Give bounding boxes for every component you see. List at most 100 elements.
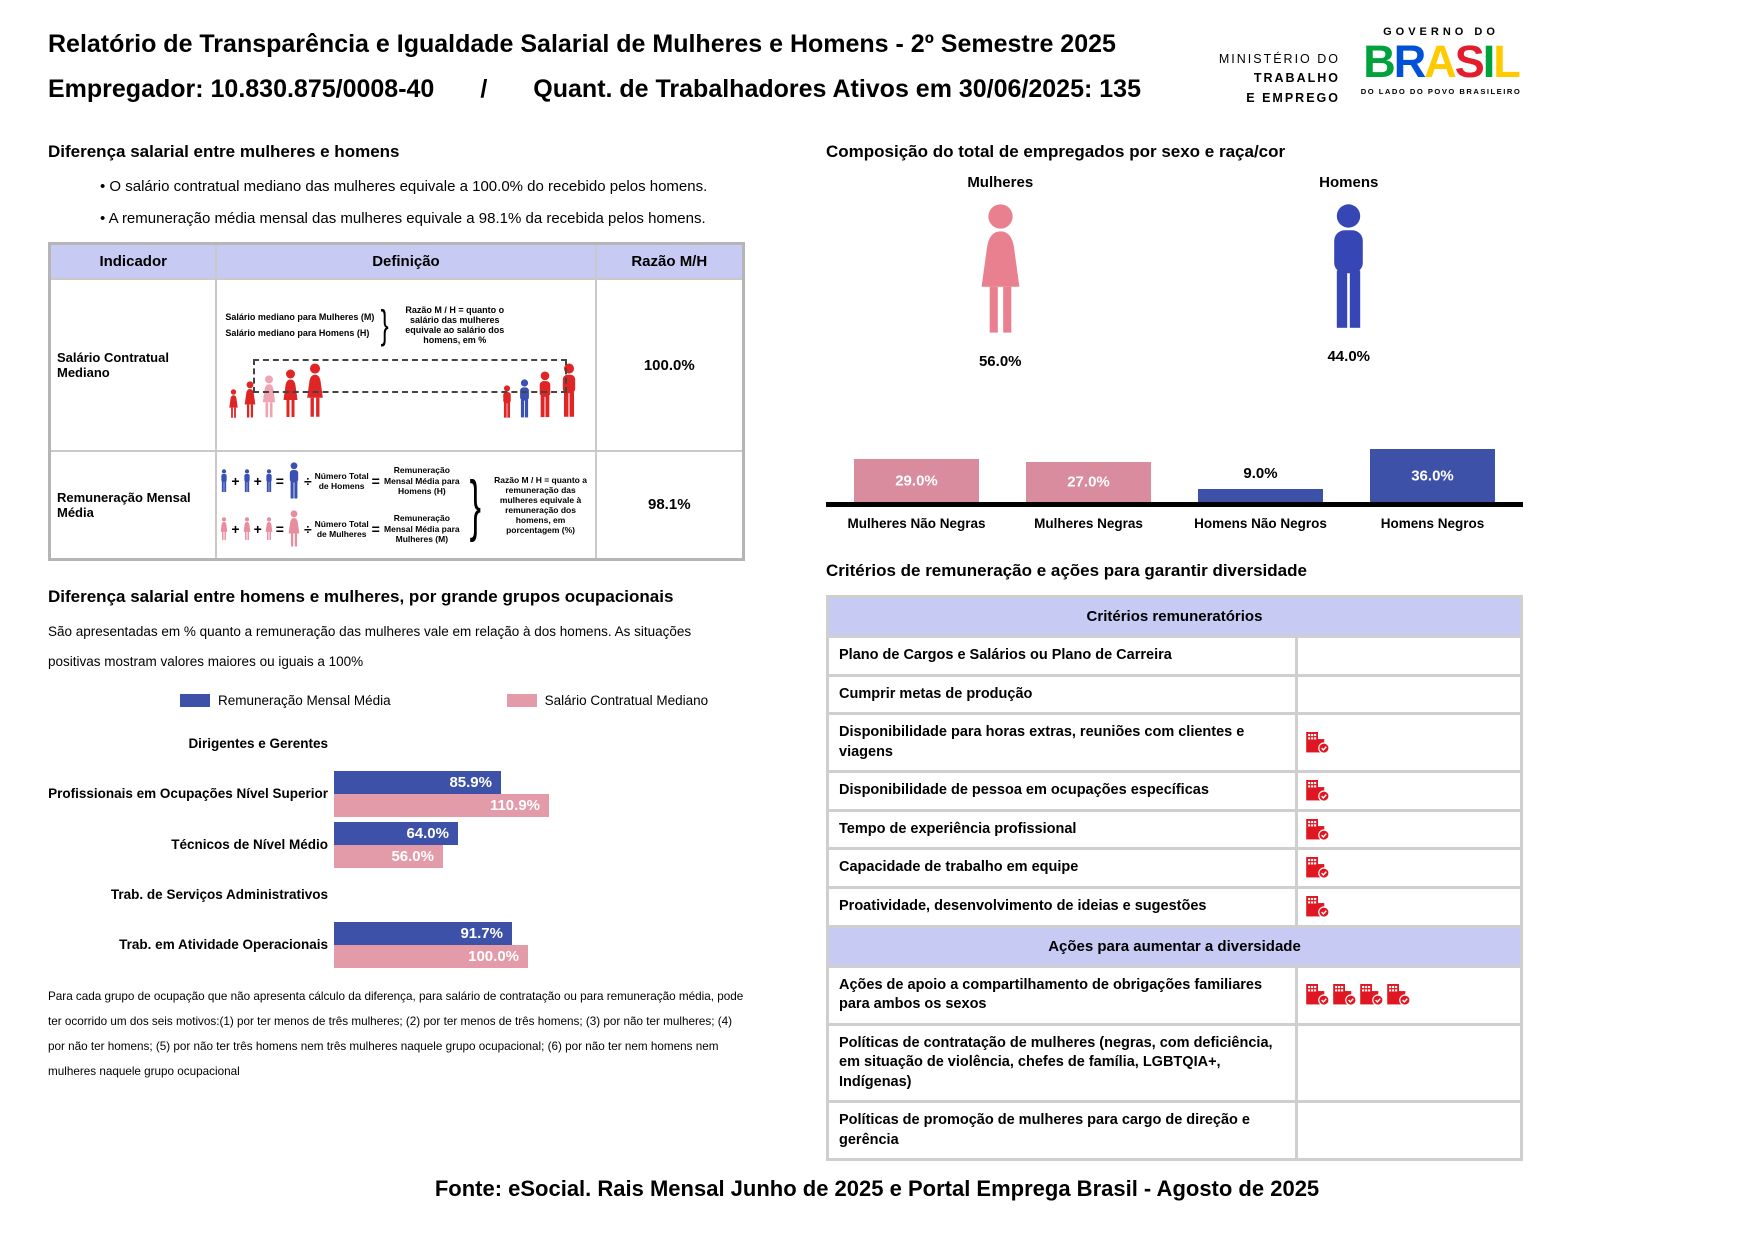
occupation-row: Técnicos de Nível Médio 64.0% 56.0%: [48, 821, 748, 868]
occupational-title: Diferença salarial entre homens e mulher…: [48, 586, 674, 606]
definition-illustration-average: + + = ÷ Número Total de Homens = Remuneração M…: [215, 450, 597, 560]
median-women-label: Salário mediano para Mulheres (M): [225, 312, 375, 322]
brasil-letter: R: [1393, 36, 1426, 87]
occupation-label: Dirigentes e Gerentes: [188, 736, 328, 751]
salario-mediano-bar: 56.0%: [334, 844, 443, 868]
criteria-title: Critérios de remuneração e ações para ga…: [826, 561, 1307, 580]
women-average-formula: + + = ÷ Número Total de Mulheres = Remuneração…: [219, 510, 461, 548]
salary-diff-bullets: O salário contratual mediano das mulhere…: [100, 178, 748, 227]
occupation-bars: 91.7% 100.0%: [334, 921, 528, 968]
company-check-icon: [1306, 780, 1330, 802]
brasil-letter: B: [1363, 36, 1395, 87]
criteria-row: Cumprir metas de produção: [829, 676, 1520, 716]
occupational-footnote: Para cada grupo de ocupação que não apre…: [48, 989, 744, 1078]
composition-bar-cell: 36.0%: [1370, 449, 1495, 502]
salario-mediano-bar: 100.0%: [334, 944, 528, 968]
male-person-icon: [502, 385, 511, 418]
women-label: Mulheres: [967, 174, 1034, 191]
occupation-bars: 85.9% 110.9%: [334, 770, 549, 817]
indicator-name: Salário Contratual Mediano: [48, 278, 218, 452]
median-men-label: Salário mediano para Homens (H): [225, 328, 370, 338]
male-person-icon: [243, 468, 250, 492]
divisor-label: Número Total de Homens: [314, 470, 369, 491]
female-person-icon: [981, 204, 1020, 333]
criteria-row: Políticas de promoção de mulheres para c…: [829, 1103, 1520, 1159]
composition-category-label: Homens Não Negros: [1194, 516, 1327, 531]
occupational-bar-chart: Dirigentes e Gerentes Profissionais em Oc…: [48, 722, 748, 968]
company-check-icon: [1333, 984, 1357, 1006]
criteria-row: Disponibilidade para horas extras, reuni…: [829, 715, 1520, 774]
ministry-logo: MINISTÉRIO DO TRABALHO E EMPREGO: [1140, 50, 1340, 108]
composition-bar: 29.0%: [854, 459, 979, 502]
ministry-line2: TRABALHO: [1253, 71, 1340, 86]
company-check-icon: [1306, 984, 1330, 1006]
brasil-letter: A: [1424, 36, 1456, 87]
salario-mediano-bar: 110.9%: [334, 793, 549, 817]
company-check-icon: [1306, 857, 1330, 879]
criteria-row: Disponibilidade de pessoa em ocupações e…: [829, 773, 1520, 812]
criteria-label: Ações de apoio a compartilhamento de obr…: [829, 967, 1298, 1023]
brasil-wordmark: BRASIL: [1356, 38, 1526, 85]
col-header-indicador: Indicador: [48, 242, 218, 280]
criteria-label: Políticas de promoção de mulheres para c…: [829, 1103, 1298, 1159]
median-range-box: [253, 359, 567, 393]
woman-icon: [972, 203, 1029, 343]
occupation-row: Dirigentes e Gerentes: [48, 722, 748, 766]
women-percentage: 56.0%: [978, 353, 1022, 370]
composition-bar: 27.0%: [1026, 462, 1151, 502]
sex-composition-pictograms: Mulheres 56.0% Homens 44.0%: [826, 174, 1523, 370]
result-label: Remuneração Mensal Média para Homens (H): [384, 465, 460, 496]
occupation-row: Profissionais em Ocupações Nível Superio…: [48, 770, 748, 817]
criteria-group-header: Critérios remuneratórios: [829, 598, 1520, 638]
indicator-name: Remuneração Mensal Média: [48, 450, 218, 560]
subtitle-separator: /: [480, 75, 488, 103]
brasil-letter: I: [1482, 36, 1495, 87]
page-subtitle: Empregador: 10.830.875/0008-40 / Quant. …: [48, 75, 1141, 104]
female-person-icon: [283, 369, 298, 417]
composition-category-label: Homens Negros: [1380, 516, 1485, 531]
company-check-icon: [1360, 984, 1384, 1006]
indicator-table-header-row: Indicador Definição Razão M/H: [48, 242, 745, 280]
criteria-row: Capacidade de trabalho em equipe: [829, 850, 1520, 889]
bar-value-label: 9.0%: [1243, 465, 1278, 482]
male-person-icon: [1334, 204, 1364, 328]
bar-value-label: 27.0%: [1067, 473, 1110, 491]
criteria-icons: [1298, 1103, 1520, 1158]
bar-value-label: 36.0%: [1411, 467, 1454, 484]
criteria-row: Tempo de experiência profissional: [829, 811, 1520, 851]
criteria-icons: [1298, 812, 1520, 848]
criteria-icons: [1298, 773, 1520, 809]
occupation-row: Trab. de Serviços Administrativos: [48, 873, 748, 917]
occupational-legend: Remuneração Mensal Média Salário Contratu…: [180, 693, 748, 708]
criteria-label: Cumprir metas de produção: [829, 676, 1298, 713]
ministry-line1: MINISTÉRIO DO: [1218, 52, 1340, 66]
company-check-icon: [1306, 895, 1330, 918]
average-formula-rows: + + = ÷ Número Total de Homens = Remuneração M…: [219, 462, 461, 548]
indicator-table: Indicador Definição Razão M/H Salário Co…: [48, 242, 745, 561]
occupation-label: Trab. em Atividade Operacionais: [119, 937, 328, 952]
employer-id: Empregador: 10.830.875/0008-40: [48, 75, 435, 103]
remuneracao-media-bar: 64.0%: [334, 821, 458, 845]
col-header-definicao: Definição: [215, 242, 597, 280]
legend-swatch: [180, 693, 210, 707]
col-header-razao: Razão M/H: [594, 242, 745, 280]
criteria-label: Tempo de experiência profissional: [829, 811, 1298, 848]
bullet-median-salary: O salário contratual mediano das mulhere…: [100, 178, 748, 195]
company-check-icon: [1306, 731, 1330, 754]
gov-logo-bottom-text: DO LADO DO POVO BRASILEIRO: [1360, 87, 1522, 97]
definition-illustration-median: Salário mediano para Mulheres (M) Salári…: [215, 278, 597, 452]
active-workers-count: Quant. de Trabalhadores Ativos em 30/06/…: [533, 75, 1141, 103]
composition-bar: [1198, 489, 1323, 502]
occupation-label: Trab. de Serviços Administrativos: [110, 887, 328, 902]
criteria-icons: [1298, 638, 1520, 674]
criteria-label: Disponibilidade de pessoa em ocupações e…: [829, 773, 1298, 809]
man-icon: [1321, 203, 1376, 338]
criteria-icons: [1298, 889, 1520, 925]
criteria-label: Capacidade de trabalho em equipe: [829, 850, 1298, 886]
composition-bar-cell: 27.0%: [1026, 462, 1151, 502]
female-person-icon: [221, 516, 228, 540]
criteria-label: Políticas de contratação de mulheres (ne…: [829, 1025, 1298, 1101]
composition-bar-cell: 29.0%: [854, 459, 979, 502]
left-column: Diferença salarial entre mulheres e home…: [48, 142, 748, 1084]
male-person-icon: [519, 379, 529, 418]
